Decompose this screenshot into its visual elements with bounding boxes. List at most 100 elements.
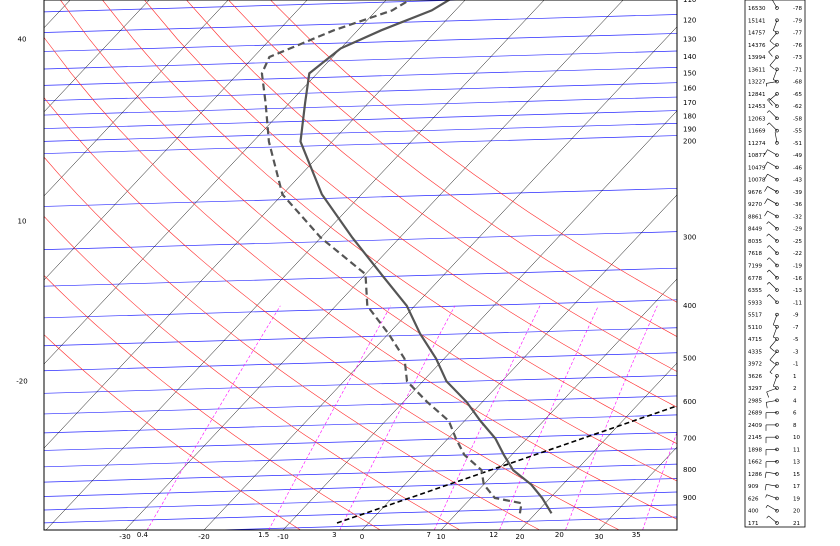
height-value: 171 [748, 521, 759, 527]
plot-frame [43, 0, 678, 531]
pressure-tick-label: 300 [683, 234, 696, 242]
wind-station-icon [775, 43, 779, 47]
temp-value: 4 [793, 398, 797, 404]
pressure-tick-label: 140 [683, 53, 696, 61]
dry-adiabat-line [44, 36, 677, 520]
temp-value: 20 [793, 509, 800, 515]
isotherm-line [124, 0, 624, 530]
mixing-ratio-line [565, 305, 658, 530]
pressure-tick-label: 200 [683, 138, 696, 146]
temp-value: -22 [793, 251, 802, 257]
mixing-ratio-tick-label: 35 [632, 531, 641, 539]
wind-barb-shaft [767, 173, 778, 180]
wind-barb-flag [764, 198, 768, 205]
pressure-tick-label: 110 [683, 0, 696, 4]
height-value: 8861 [748, 214, 762, 220]
wind-barb-shaft [769, 32, 778, 42]
mixing-ratio-tick-label: 1.5 [258, 531, 269, 539]
wind-station-icon [775, 92, 779, 96]
temp-value: -68 [793, 80, 802, 86]
dry-adiabat-line [44, 156, 541, 530]
wind-barb-flag [769, 347, 775, 352]
temp-value: 15 [793, 472, 800, 478]
mixing-ratio-tick-label: 0.4 [137, 531, 149, 539]
isobar-line [44, 299, 677, 319]
wind-barb-shaft [769, 294, 778, 303]
wind-barb-shaft [767, 161, 778, 168]
wind-barb-shaft [772, 314, 778, 325]
temp-value: -78 [793, 6, 802, 12]
temp-value: -51 [793, 141, 802, 147]
dry-adiabat-line [44, 334, 302, 530]
wind-barb-flag [764, 471, 767, 479]
mixing-ratio-tick-label: 20 [555, 531, 564, 539]
temperature-tick-label: 20 [516, 533, 525, 541]
isotherm-line [203, 26, 677, 530]
temperature-tick-label: -20 [198, 533, 209, 541]
height-value: 11669 [748, 129, 766, 135]
temp-value: -58 [793, 116, 802, 122]
wind-barb-flag [773, 324, 777, 327]
height-value: 6355 [748, 288, 762, 294]
height-value: 1898 [748, 447, 762, 453]
height-value: 12063 [748, 116, 766, 122]
wind-barb-shaft [766, 400, 778, 403]
isotherm-line [519, 362, 677, 530]
height-value: 7199 [748, 264, 762, 270]
pressure-tick-label: 700 [683, 434, 696, 442]
isobar-line [44, 67, 677, 86]
temp-value: -3 [793, 349, 799, 355]
temp-value: 1 [793, 374, 797, 380]
temp-value: -76 [793, 43, 802, 49]
wind-barb-shaft [768, 515, 778, 524]
wind-station-icon [775, 128, 779, 133]
height-value: 14376 [748, 43, 766, 49]
pressure-tick-label: 500 [683, 355, 696, 363]
temp-value: -36 [793, 202, 802, 208]
pressure-tick-label: 600 [683, 398, 696, 406]
height-value: 12841 [748, 92, 766, 98]
temp-value: 13 [793, 460, 800, 466]
temp-value: 11 [793, 447, 800, 453]
left-axis-tick-label: 10 [18, 217, 27, 225]
temperature-tick-label: -30 [119, 533, 130, 541]
wind-barb-flag [773, 385, 777, 388]
wind-barb-flag [766, 269, 770, 273]
wind-station-icon [775, 276, 779, 280]
isotherm-line [440, 278, 677, 530]
pressure-tick-label: 180 [683, 113, 696, 121]
temp-value: -11 [793, 300, 802, 306]
wind-station-icon [775, 496, 779, 501]
temp-value: -46 [793, 165, 802, 171]
mixing-ratio-tick-label: 7 [426, 531, 430, 539]
wind-station-icon [775, 509, 779, 513]
temp-value: -49 [793, 153, 802, 159]
isobar-line [44, 463, 677, 483]
wind-barb-shaft [772, 0, 778, 9]
temp-value: -7 [793, 325, 799, 331]
height-value: 8035 [748, 239, 762, 245]
height-value: 10877 [748, 153, 766, 159]
height-value: 6778 [748, 276, 762, 282]
height-value: 1662 [748, 460, 762, 466]
dry-adiabat-line [102, 0, 677, 445]
height-value: 400 [748, 509, 759, 515]
wind-barb-flag [773, 336, 777, 339]
wind-station-icon [775, 312, 779, 317]
height-value: 15141 [748, 18, 766, 24]
wind-barb-flag [765, 494, 767, 498]
height-value: 626 [748, 496, 759, 502]
height-value: 11274 [748, 141, 766, 147]
dry-adiabat-line [270, 0, 677, 303]
wind-station-icon [775, 386, 779, 390]
wind-barb-flag [766, 110, 770, 113]
temperature-tick-label: 30 [595, 533, 604, 541]
isobar-line [44, 50, 677, 70]
wind-station-icon [775, 325, 779, 329]
wind-barb-flag [769, 371, 773, 375]
height-value: 12453 [748, 104, 766, 110]
wind-barb-shaft [766, 484, 778, 487]
isotherm-line [44, 0, 71, 29]
